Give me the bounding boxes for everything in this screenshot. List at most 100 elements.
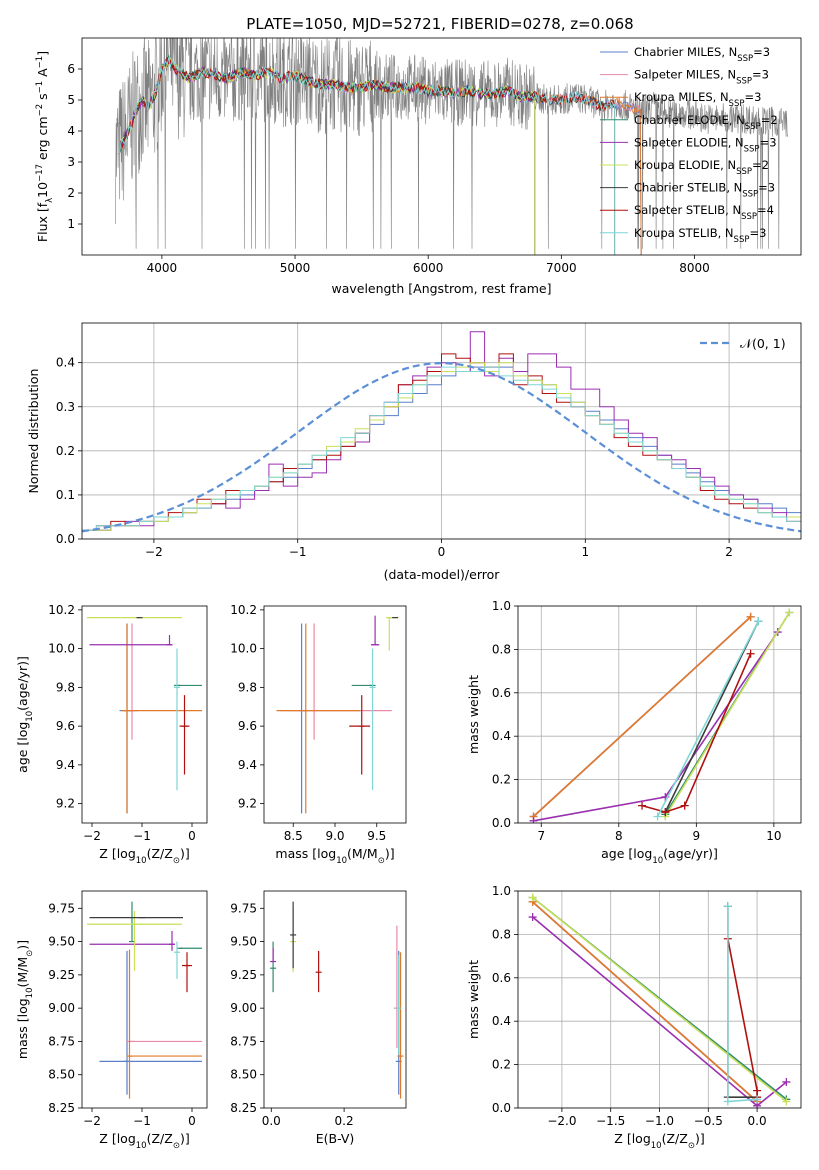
y-tick-label: 9.4 — [56, 758, 75, 772]
y-tick-label: 0.6 — [492, 686, 511, 700]
weight-line — [532, 896, 787, 1103]
y-tick-label: 9.4 — [238, 758, 257, 772]
x-axis-label: Z [log10(Z/Z⊙)] — [99, 1131, 189, 1151]
y-tick-label: 6 — [67, 62, 75, 76]
x-tick-label: 9.0 — [325, 829, 344, 843]
y-tick-label: 0.0 — [492, 816, 511, 830]
y-tick-label: 9.75 — [230, 901, 257, 915]
weight-marker — [653, 812, 662, 821]
label-part: mass weight — [466, 960, 481, 1039]
label-part: Z [log — [614, 1131, 650, 1146]
residuals-panel: −2 −1 0 1 2 0.0 0.1 0.2 0.3 0.4 𝒩(0, 1) (data-model… — [26, 322, 802, 582]
weight-marker — [723, 902, 732, 911]
weight-line — [532, 616, 752, 818]
weight-line — [533, 631, 779, 822]
x-tick-label: −2 — [83, 1114, 101, 1128]
y-tick-label: 9.50 — [48, 935, 75, 949]
label-part: (Z/Z — [662, 1131, 688, 1146]
axes-frame — [81, 890, 208, 1109]
label-part: wavelength [Angstrom, rest frame] — [331, 281, 551, 296]
label-part: (M/M — [15, 957, 30, 988]
label-part: =3 — [752, 68, 769, 82]
y-tick-label: 5 — [67, 93, 75, 107]
y-tick-label: 10.0 — [230, 642, 257, 656]
label-part: )] — [15, 940, 30, 950]
label-part: 10 — [136, 1141, 147, 1151]
x-tick-label: −1.0 — [645, 1114, 674, 1128]
y-tick-label: 10.2 — [48, 603, 75, 617]
label-part: age [log — [601, 846, 652, 861]
label-part: )] — [695, 1131, 705, 1146]
axes-frame — [517, 605, 802, 824]
weight-marker — [785, 608, 794, 617]
legend-entry: Kroupa ELODIE, NSSP=2 — [634, 158, 769, 177]
label-part: erg cm — [35, 116, 50, 164]
label-part: Chabrier MILES, N — [634, 45, 737, 59]
y-tick-label: 8.25 — [230, 1101, 257, 1115]
y-tick-label: 1 — [67, 217, 75, 231]
label-part: 10 — [25, 711, 35, 722]
label-part: SSP — [744, 144, 760, 154]
label-part: λ — [45, 198, 55, 203]
label-part: Salpeter STELIB, N — [634, 203, 741, 217]
plot-area — [115, 38, 788, 255]
y-tick-label: 9.2 — [238, 797, 257, 811]
y-tick-label: 10.2 — [230, 603, 257, 617]
label-part: SSP — [737, 54, 753, 64]
label-part: ⊙ — [173, 1141, 180, 1151]
x-tick-label: −1 — [133, 1114, 151, 1128]
weight-marker — [753, 1095, 762, 1104]
label-part: E(B-V) — [316, 1131, 355, 1146]
label-part: mass weight — [466, 675, 481, 754]
plot-area — [87, 901, 202, 1099]
label-part: Flux [f — [35, 202, 50, 242]
label-part: SSP — [745, 122, 761, 132]
y-tick-label: 0.8 — [492, 642, 511, 656]
label-part: Kroupa MILES, N — [634, 90, 729, 104]
label-part: SSP — [741, 212, 757, 222]
y-tick-label: 0.4 — [492, 729, 511, 743]
plot-area — [518, 606, 801, 823]
label-part: −1 — [35, 56, 45, 69]
label-part: s — [35, 93, 50, 104]
age-vs-z-panel: −2 −1 09.29.49.69.810.010.2Z [log10(Z/Z⊙)]… — [15, 603, 208, 866]
weight-marker — [754, 617, 763, 626]
legend-entry: Salpeter MILES, NSSP=3 — [634, 68, 769, 87]
label-part: Chabrier ELODIE, N — [634, 113, 745, 127]
x-tick-label: 0.0 — [262, 1114, 281, 1128]
label-part: −1 — [35, 81, 45, 94]
weight-marker — [782, 1077, 791, 1086]
x-tick-label: 0 — [438, 545, 446, 559]
y-tick-label: 9.25 — [230, 968, 257, 982]
y-tick-label: 0.2 — [492, 773, 511, 787]
x-tick-label: 8000 — [679, 261, 710, 275]
label-part: A — [35, 68, 50, 81]
weight-line — [664, 620, 760, 813]
x-tick-label: −2 — [83, 829, 101, 843]
label-part: =3 — [744, 90, 761, 104]
legend-entry: Salpeter STELIB, NSSP=4 — [634, 203, 774, 222]
x-tick-label: 8 — [615, 829, 623, 843]
label-part: (age/yr)] — [15, 656, 30, 711]
label-part: ⊙ — [688, 1141, 695, 1151]
label-part: 10 — [652, 856, 663, 866]
x-tick-label: 0.2 — [335, 1114, 354, 1128]
label-part: 𝒩(0, 1) — [740, 336, 786, 351]
y-tick-label: 8.75 — [230, 1034, 257, 1048]
label-part: −17 — [35, 164, 45, 182]
x-axis-label: age [log10(age/yr)] — [601, 846, 718, 866]
y-tick-label: 9.8 — [238, 680, 257, 694]
axes-frame — [81, 605, 208, 824]
label-part: −2 — [35, 104, 45, 117]
legend-entry: Salpeter ELODIE, NSSP=3 — [634, 135, 777, 154]
label-part: )] — [180, 846, 190, 861]
axes-frame — [517, 890, 802, 1109]
weight-marker — [528, 893, 537, 902]
x-tick-label: −0.5 — [694, 1114, 723, 1128]
label-part: (Z/Z — [147, 846, 173, 861]
label-part: SSP — [736, 167, 752, 177]
weight-marker — [680, 801, 689, 810]
label-part: Kroupa ELODIE, N — [634, 158, 736, 172]
